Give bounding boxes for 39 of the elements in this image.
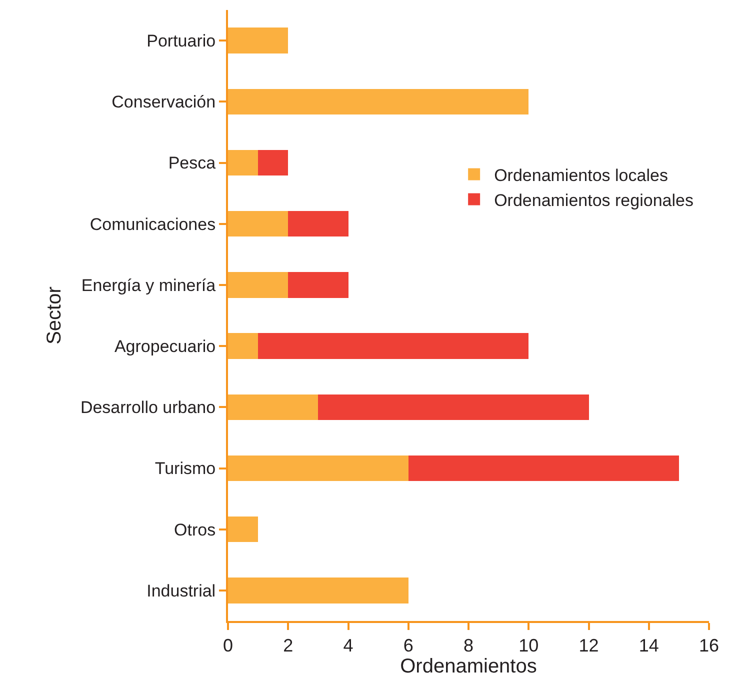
x-axis-title: Ordenamientos	[400, 656, 537, 678]
y-tick-label: Industrial	[146, 581, 216, 600]
x-tick-label: 2	[283, 636, 294, 656]
x-tick-label: 10	[518, 636, 539, 656]
x-tick-label: 6	[403, 636, 414, 656]
y-tick-label: Energía y minería	[81, 276, 216, 295]
y-tick-label: Pesca	[168, 154, 216, 173]
legend-label: Ordenamientos regionales	[494, 190, 694, 210]
x-tick-label: 16	[698, 636, 720, 656]
bar	[228, 272, 288, 298]
x-tick-label: 12	[578, 636, 599, 656]
bar	[228, 211, 288, 237]
y-tick-label: Agropecuario	[114, 337, 216, 356]
bar	[258, 333, 529, 359]
bar	[318, 394, 589, 420]
x-tick-label: 8	[463, 636, 474, 656]
bar	[228, 88, 529, 114]
bar	[228, 516, 258, 542]
y-tick-label: Desarrollo urbano	[80, 398, 216, 418]
bar	[228, 578, 408, 604]
bar	[288, 272, 348, 298]
bar	[228, 455, 408, 482]
x-tick-label: 0	[222, 636, 234, 656]
y-tick-label: Portuario	[146, 32, 216, 50]
bar	[228, 333, 258, 359]
bar	[228, 28, 288, 54]
y-tick-label: Turismo	[154, 459, 216, 478]
bar	[228, 394, 318, 420]
bar	[288, 211, 348, 237]
x-tick-label: 4	[343, 636, 354, 656]
bar	[228, 150, 258, 176]
bar	[408, 455, 679, 482]
legend-label: Ordenamientos locales	[494, 166, 668, 185]
x-tick-label: 14	[638, 636, 659, 656]
y-tick-label: Conservación	[112, 92, 216, 112]
y-tick-label: Otros	[174, 520, 216, 540]
y-axis-title: Sector	[43, 286, 66, 344]
bar	[258, 150, 288, 176]
y-tick-label: Comunicaciones	[90, 214, 216, 234]
